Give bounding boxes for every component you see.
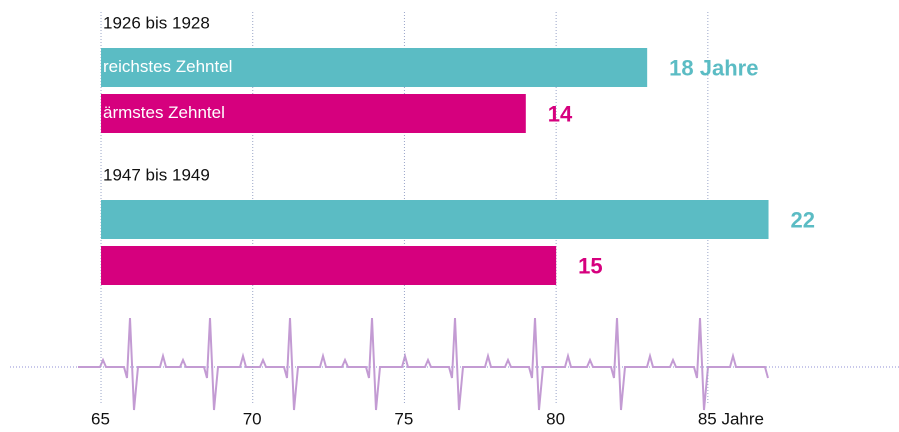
heartbeat-decoration	[78, 318, 768, 410]
value-label: 22	[791, 207, 815, 232]
value-label: 14	[548, 101, 573, 126]
x-tick-label: 75	[394, 409, 413, 428]
series-name: ärmstes Zehntel	[103, 103, 225, 122]
group-label: 1926 bis 1928	[103, 13, 210, 32]
bar	[101, 200, 769, 239]
group-label: 1947 bis 1949	[103, 165, 210, 184]
value-label: 15	[578, 253, 602, 278]
x-tick-label: 80	[546, 409, 565, 428]
value-label: 18 Jahre	[669, 55, 758, 80]
bar	[101, 246, 556, 285]
x-tick-label: 65	[91, 409, 110, 428]
x-tick-label: 85 Jahre	[698, 409, 764, 428]
series-name: reichstes Zehntel	[103, 57, 232, 76]
chart: 65 70 75 80 85 Jahre 1926 bis 1928 reichstes Z…	[0, 0, 899, 432]
x-tick-label: 70	[243, 409, 262, 428]
